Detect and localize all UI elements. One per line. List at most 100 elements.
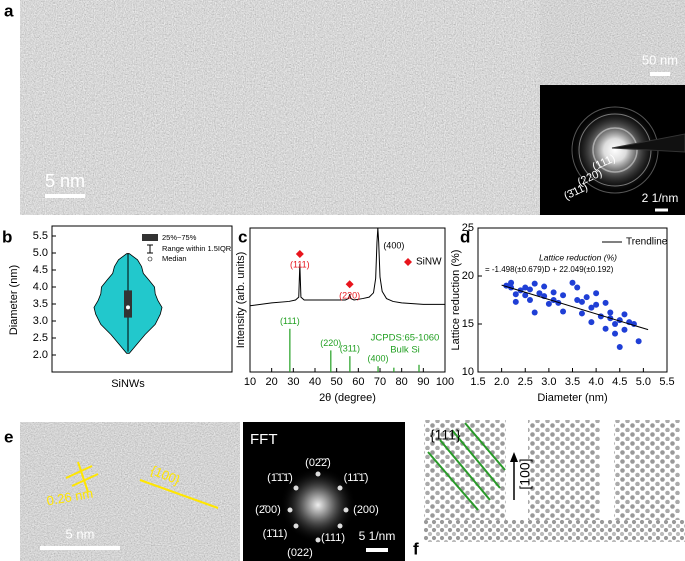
scale-label: 5 1/nm: [359, 529, 396, 543]
y-tick-label: 2.0: [33, 349, 48, 361]
scatter-point: [621, 311, 628, 318]
panel-label: b: [2, 227, 12, 246]
facet-line: [139, 479, 219, 509]
x-axis-label: 2θ (degree): [319, 392, 376, 404]
x-tick-label: 10: [244, 376, 256, 388]
y-tick-label: 15: [462, 318, 474, 330]
scatter-point: [512, 298, 519, 305]
legend-label: Trendline: [626, 237, 668, 248]
scatter-point: [602, 325, 609, 332]
panel-label: d: [460, 227, 470, 246]
x-tick-label: 2.0: [494, 376, 509, 388]
x-tick-label: 70: [374, 376, 386, 388]
y-tick-label: 10: [462, 366, 474, 378]
x-axis-label: Diameter (nm): [537, 392, 607, 404]
y-tick-label: 5.5: [33, 230, 48, 242]
scatter-point: [583, 294, 590, 301]
x-tick-label: 5.0: [636, 376, 651, 388]
legend-label: 25%~75%: [162, 233, 197, 242]
scatter-point: [522, 292, 529, 299]
scatter-point: [522, 284, 529, 291]
scatter-point: [635, 338, 642, 345]
x-tick-label: 5.5: [659, 376, 674, 388]
scatter-point: [550, 289, 557, 296]
scatter-point: [621, 326, 628, 333]
legend-marker: [404, 258, 412, 266]
scatter-point: [526, 286, 533, 293]
y-tick-label: 25: [462, 222, 474, 234]
scatter-point: [541, 283, 548, 290]
x-tick-label: 3.0: [541, 376, 556, 388]
scatter-point: [588, 319, 595, 326]
y-tick-label: 20: [462, 270, 474, 282]
scatter-point: [588, 304, 595, 311]
fft-glow: [280, 467, 356, 543]
direction-label: [100]: [517, 458, 533, 489]
y-tick-label: 3.5: [33, 298, 48, 310]
scatter-point: [545, 300, 552, 307]
x-tick-label: 1.5: [470, 376, 485, 388]
panel-label: c: [238, 227, 247, 246]
scale-label: 50 nm: [642, 52, 678, 67]
y-tick-label: 3.0: [33, 315, 48, 327]
scatter-point: [616, 344, 623, 351]
reference-label: (400): [368, 354, 389, 364]
legend-label: Range within 1.5IQR: [162, 244, 232, 253]
x-tick-label: 90: [417, 376, 429, 388]
x-tick-label: 100: [436, 376, 454, 388]
peak-label: (111): [290, 259, 310, 269]
x-tick-label: 30: [287, 376, 299, 388]
facet-lines: [427, 422, 506, 511]
fft-label: (11̄1̄): [344, 472, 369, 484]
fft-label: (022): [287, 547, 313, 559]
legend-box-icon: [142, 234, 158, 241]
legend-label: Median: [162, 254, 187, 263]
tem-inset: [540, 0, 685, 85]
scatter-point: [508, 279, 515, 286]
y-axis-label: Lattice reduction (%): [450, 250, 462, 351]
fft-title: FFT: [250, 431, 278, 448]
plot-frame: [51, 225, 233, 373]
scatter-point: [574, 297, 581, 303]
peak-label: (220): [339, 291, 360, 301]
scatter-point: [574, 284, 581, 291]
xrd-line: [249, 227, 445, 307]
scatter-point: [560, 292, 567, 299]
substrate: [424, 520, 685, 542]
equation: = -1.498(±0.679)D + 22.049(±0.192): [485, 265, 614, 274]
lattice-line: [77, 461, 89, 493]
fft-label: (2̄00): [255, 504, 281, 516]
x-tick-label: 20: [266, 376, 278, 388]
peak-label: (400): [383, 240, 404, 250]
panel-label: f: [413, 539, 419, 558]
x-tick-label: 3.5: [565, 376, 580, 388]
x-tick-label: 50: [331, 376, 343, 388]
fft-label: (200): [353, 504, 379, 516]
saed-ring: [592, 127, 638, 173]
peak-marker: [295, 250, 304, 258]
scale-label: 5 nm: [45, 171, 85, 191]
facet-label: {111}: [430, 427, 461, 443]
y-axis-label: Diameter (nm): [8, 265, 20, 335]
fft-label: (02̄2̄): [305, 457, 331, 469]
x-tick-label: 80: [396, 376, 408, 388]
reference-label: (220): [320, 338, 341, 348]
scale-label: 5 nm: [66, 526, 95, 541]
panel-label: a: [4, 1, 14, 20]
panel-label: e: [4, 427, 13, 446]
scatter-point: [593, 290, 600, 297]
lattice-line: [65, 465, 93, 479]
y-tick-label: 5.0: [33, 247, 48, 259]
peak-marker: [345, 280, 354, 289]
arrow-head: [510, 452, 518, 462]
y-axis-label: Intensity (arb. units): [235, 252, 247, 349]
trendline: [501, 284, 649, 331]
scale-label: 2 1/nm: [642, 191, 679, 205]
scatter-point: [569, 279, 576, 286]
reference-subtitle: Bulk Si: [390, 345, 420, 356]
x-tick-label: 4.5: [612, 376, 627, 388]
fft-label: (111): [321, 532, 345, 544]
plot-frame: [477, 227, 668, 373]
fft-spots: [287, 471, 349, 543]
